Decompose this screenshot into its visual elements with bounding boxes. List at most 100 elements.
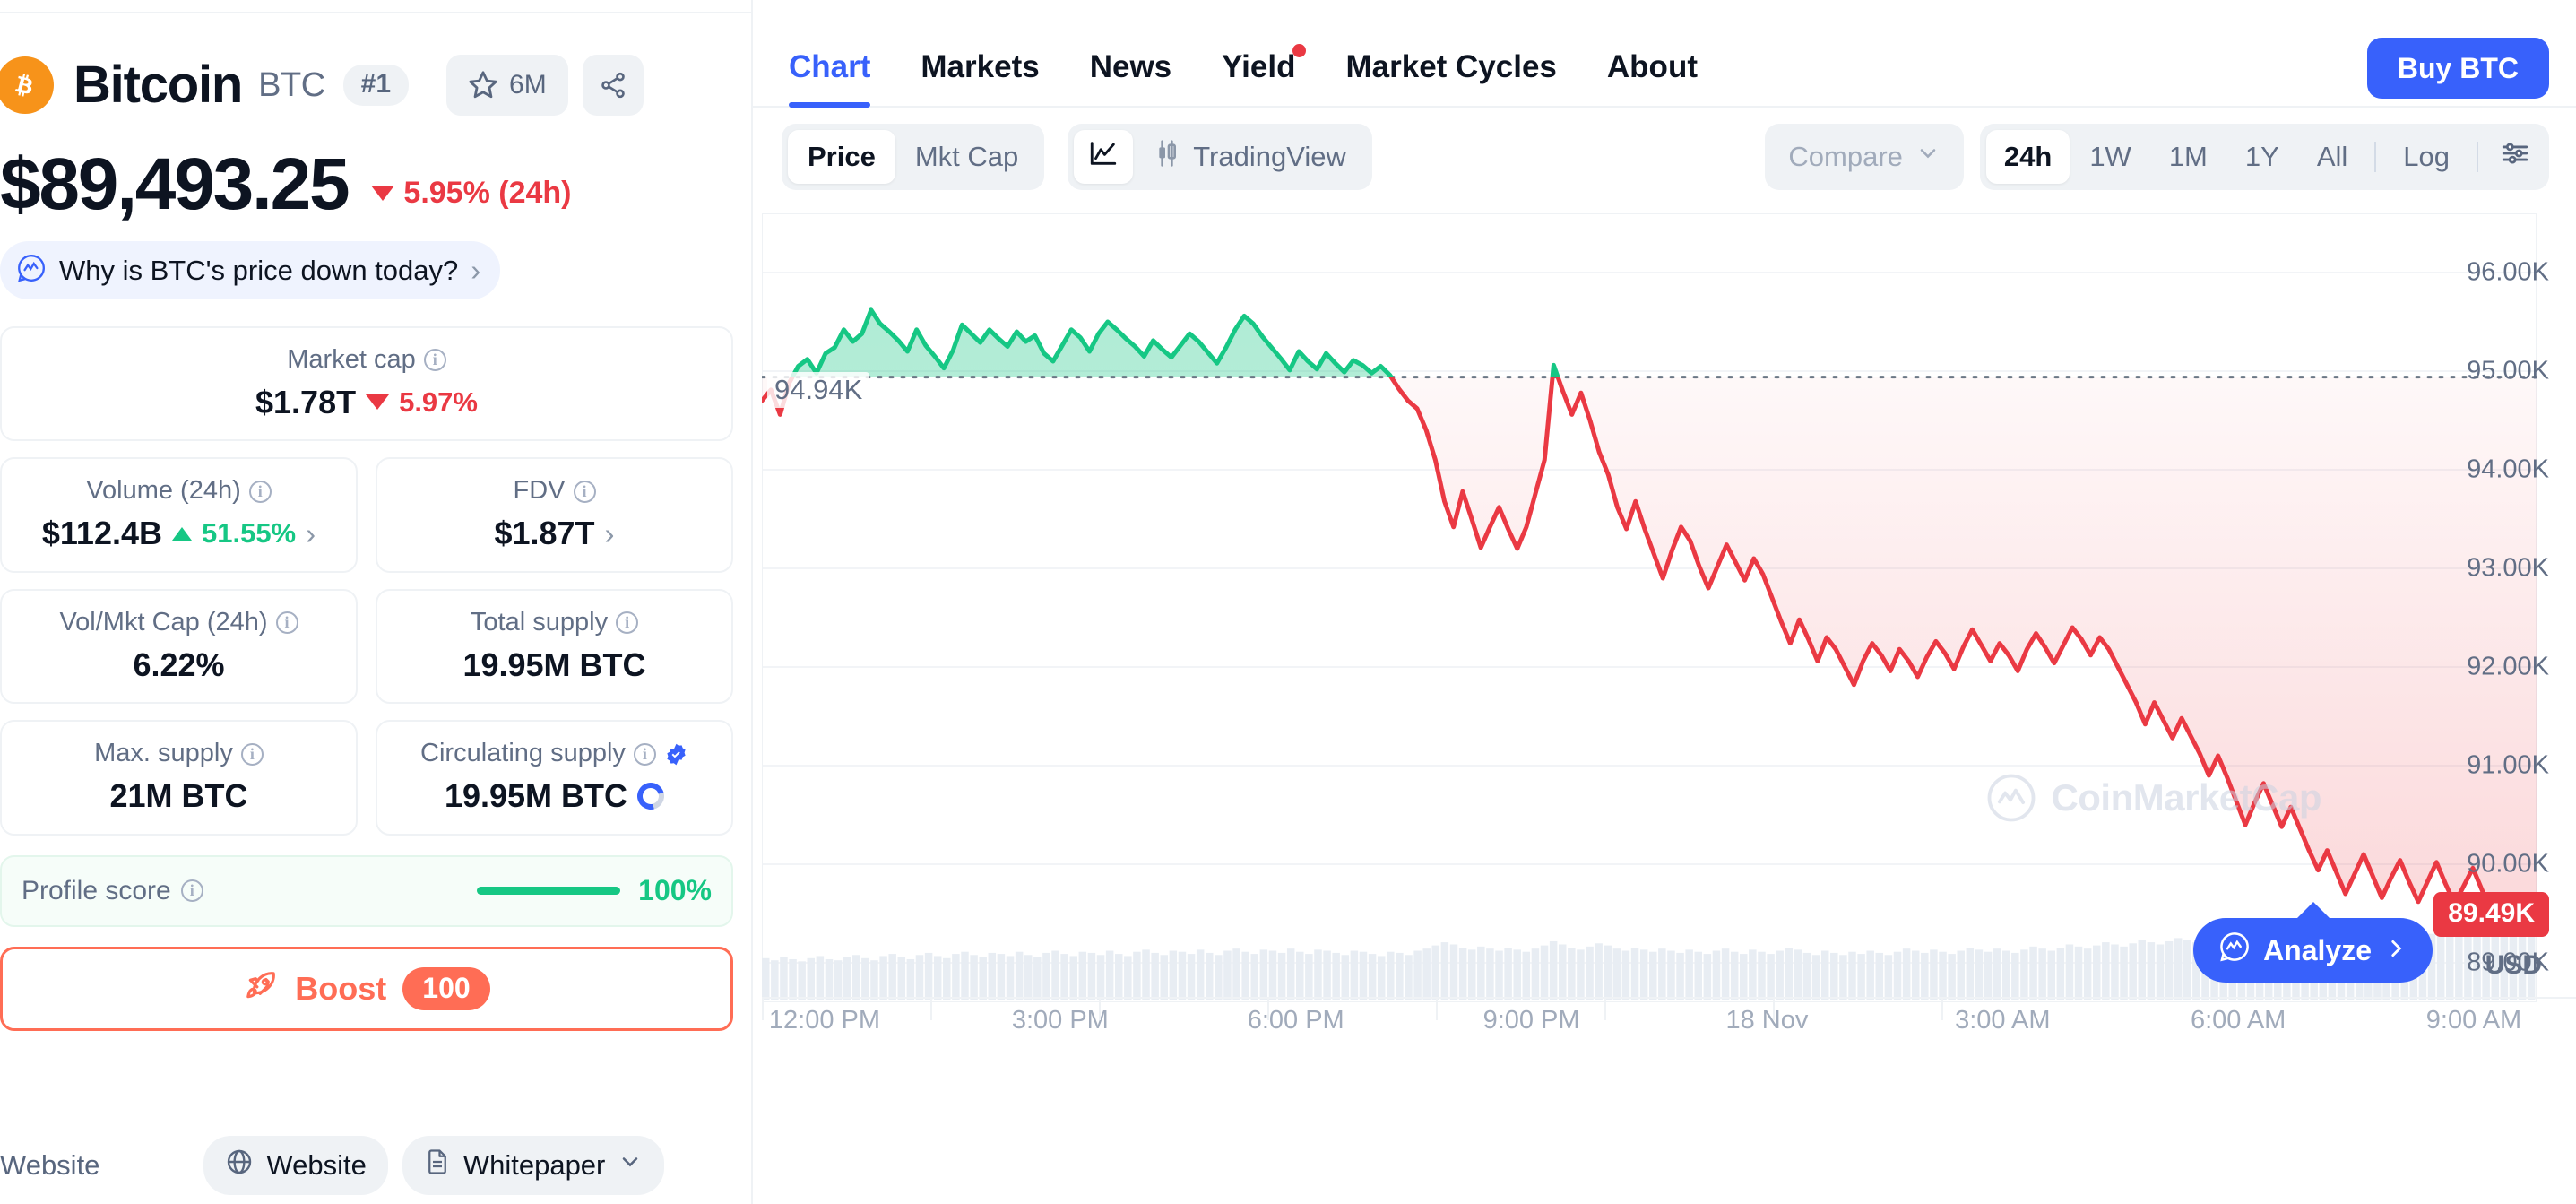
total-supply-label: Total supply <box>470 607 609 637</box>
compare-label: Compare <box>1788 141 1903 172</box>
why-price-down-label: Why is BTC's price down today? <box>59 254 459 286</box>
stat-value: 21M BTC <box>109 778 247 814</box>
range-1m-button[interactable]: 1M <box>2151 130 2226 184</box>
x-axis-tick: 3:00 PM <box>1011 1006 1109 1035</box>
chart-bottom-strip <box>762 997 2576 1020</box>
area-fill-up <box>762 309 2537 377</box>
chevron-right-icon <box>2384 934 2407 967</box>
x-axis-tick: 9:00 AM <box>2425 1006 2522 1035</box>
stat-card-vol-mkt-cap[interactable]: Vol/Mkt Cap (24h) i 6.22% <box>0 588 358 705</box>
tab-market-cycles[interactable]: Market Cycles <box>1320 51 1581 106</box>
rank-badge: #1 <box>342 65 410 106</box>
stat-value: $112.4B 51.55% › <box>42 515 316 551</box>
whitepaper-link-label: Whitepaper <box>462 1149 606 1181</box>
baseline-price-label: 94.94K <box>767 371 870 408</box>
cmc-chat-icon <box>16 253 47 288</box>
tab-chart[interactable]: Chart <box>764 49 895 108</box>
x-axis-tick: 6:00 AM <box>2190 1006 2286 1035</box>
chart-settings-button[interactable] <box>2487 130 2543 184</box>
sliders-icon <box>2500 138 2530 176</box>
tab-about[interactable]: About <box>1582 51 1723 106</box>
vol-mkt-cap-value: 6.22% <box>133 645 225 683</box>
tab-markets[interactable]: Markets <box>895 51 1064 106</box>
coin-name: Bitcoin <box>73 56 243 114</box>
boost-button[interactable]: Boost 100 <box>0 946 733 1031</box>
stat-row-maxsupply-circulating: Max. supply i 21M BTC Circulating supply… <box>0 720 733 836</box>
tab-markets-label: Markets <box>921 49 1040 84</box>
bitcoin-logo-icon <box>0 56 54 114</box>
tradingview-label: TradingView <box>1193 141 1346 172</box>
info-icon[interactable]: i <box>275 611 298 635</box>
line-chart-button[interactable] <box>1074 130 1134 184</box>
globe-icon <box>225 1148 254 1183</box>
chevron-down-icon <box>1915 141 1941 173</box>
info-icon[interactable]: i <box>180 879 203 903</box>
header-actions: 6M <box>446 55 644 116</box>
stat-card-max-supply[interactable]: Max. supply i 21M BTC <box>0 720 358 836</box>
x-axis-tick: 6:00 PM <box>1247 1006 1344 1035</box>
whitepaper-link[interactable]: Whitepaper <box>402 1136 665 1195</box>
x-axis-ticks: 12:00 PM 3:00 PM 6:00 PM 9:00 PM 18 Nov 3:00 … <box>762 1006 2537 1060</box>
chevron-right-icon[interactable]: › <box>604 516 615 550</box>
website-link-label: Website <box>266 1149 367 1181</box>
candlestick-icon <box>1153 139 1181 175</box>
y-axis-tick: 96.00K <box>2467 257 2549 287</box>
stat-card-fdv[interactable]: FDV i $1.87T › <box>376 457 733 573</box>
buy-btc-button[interactable]: Buy BTC <box>2366 38 2549 99</box>
chart-canvas[interactable]: 94.94K CoinMarketCap <box>760 212 2538 1003</box>
tab-yield[interactable]: Yield <box>1197 44 1320 106</box>
info-icon[interactable]: i <box>573 480 596 503</box>
verified-badge-icon <box>664 742 688 767</box>
metric-mktcap-button[interactable]: Mkt Cap <box>895 130 1038 184</box>
share-icon <box>599 71 627 100</box>
log-scale-button[interactable]: Log <box>2385 130 2468 184</box>
stat-card-circulating-supply[interactable]: Circulating supply i 19.95M BTC <box>376 720 733 836</box>
caret-up-icon <box>171 526 192 541</box>
info-icon[interactable]: i <box>248 480 272 503</box>
analyze-button[interactable]: Analyze <box>2193 918 2433 983</box>
why-price-down-chip[interactable]: Why is BTC's price down today? › <box>0 241 501 299</box>
x-axis-tick: 3:00 AM <box>1955 1006 2051 1035</box>
log-scale-label: Log <box>2403 141 2450 172</box>
stat-value: 6.22% <box>133 647 224 683</box>
chevron-down-icon[interactable] <box>618 1149 643 1182</box>
compare-dropdown[interactable]: Compare <box>1765 124 1964 190</box>
tradingview-button[interactable]: TradingView <box>1133 130 1366 184</box>
metric-toggle: Price Mkt Cap <box>782 124 1045 190</box>
range-all-button[interactable]: All <box>2299 130 2365 184</box>
external-links-row: Website Website Whitepaper <box>0 1136 753 1204</box>
chart-toolbar: Price Mkt Cap TradingView C <box>753 108 2576 206</box>
chart-type-toggle: TradingView <box>1068 124 1372 190</box>
tab-chart-label: Chart <box>789 49 871 84</box>
stat-card-volume-24h[interactable]: Volume (24h) i $112.4B 51.55% › <box>0 457 358 573</box>
cmc-logo-icon <box>1988 774 2036 822</box>
metric-price-button[interactable]: Price <box>788 130 895 184</box>
stat-label: Max. supply i <box>94 740 264 768</box>
range-1y-button[interactable]: 1Y <box>2227 130 2297 184</box>
range-24h-button[interactable]: 24h <box>1985 130 2070 184</box>
profile-score-label-group: Profile score i <box>22 876 203 906</box>
line-chart-icon <box>1088 138 1119 176</box>
tab-about-label: About <box>1606 49 1698 84</box>
time-range-selector: 24h 1W 1M 1Y All Log <box>1979 124 2549 190</box>
chevron-right-icon[interactable]: › <box>306 516 316 550</box>
coin-price: $89,493.25 <box>0 143 350 225</box>
coinmarketcap-watermark: CoinMarketCap <box>1986 773 2321 823</box>
tab-news[interactable]: News <box>1065 51 1197 106</box>
divider <box>2477 142 2478 172</box>
share-button[interactable] <box>582 55 644 116</box>
info-icon[interactable]: i <box>423 349 446 372</box>
watchlist-button[interactable]: 6M <box>446 55 568 116</box>
info-icon[interactable]: i <box>633 742 656 766</box>
info-icon[interactable]: i <box>616 611 639 635</box>
stat-label: Volume (24h) i <box>86 477 272 506</box>
price-row: $89,493.25 5.95% (24h) <box>0 143 733 221</box>
stat-card-market-cap[interactable]: Market cap i $1.78T 5.97% <box>0 326 733 442</box>
top-divider <box>0 12 753 13</box>
volume-value: $112.4B <box>41 515 162 552</box>
stat-card-total-supply[interactable]: Total supply i 19.95M BTC <box>376 588 733 705</box>
range-1w-button[interactable]: 1W <box>2071 130 2149 184</box>
price-chart[interactable]: 94.94K CoinMarketCap 96.00K 95.00K 94.00K 9… <box>753 212 2576 1035</box>
website-link[interactable]: Website <box>203 1136 388 1195</box>
info-icon[interactable]: i <box>240 742 264 766</box>
